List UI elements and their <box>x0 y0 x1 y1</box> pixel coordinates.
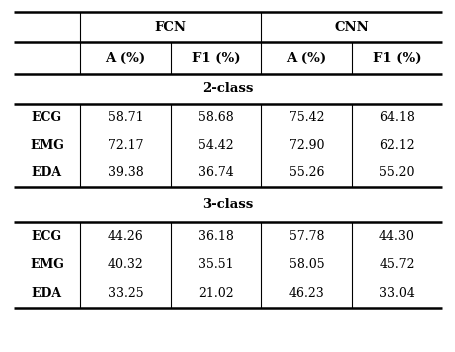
Text: A (%): A (%) <box>105 52 145 64</box>
Text: 55.26: 55.26 <box>288 166 324 179</box>
Text: 2-class: 2-class <box>202 82 253 95</box>
Text: 36.74: 36.74 <box>197 166 233 179</box>
Text: 64.18: 64.18 <box>378 111 414 124</box>
Text: 57.78: 57.78 <box>288 230 324 243</box>
Text: 72.90: 72.90 <box>288 139 324 152</box>
Text: ECG: ECG <box>32 111 62 124</box>
Text: CNN: CNN <box>334 21 369 34</box>
Text: F1 (%): F1 (%) <box>191 52 240 64</box>
Text: 54.42: 54.42 <box>197 139 233 152</box>
Text: A (%): A (%) <box>286 52 326 64</box>
Text: 39.38: 39.38 <box>107 166 143 179</box>
Text: 58.71: 58.71 <box>107 111 143 124</box>
Text: 44.30: 44.30 <box>378 230 414 243</box>
Text: 33.04: 33.04 <box>378 287 414 300</box>
Text: EMG: EMG <box>30 258 64 271</box>
Text: 21.02: 21.02 <box>197 287 233 300</box>
Text: 55.20: 55.20 <box>379 166 414 179</box>
Text: 40.32: 40.32 <box>107 258 143 271</box>
Text: EDA: EDA <box>32 166 62 179</box>
Text: 33.25: 33.25 <box>107 287 143 300</box>
Text: EDA: EDA <box>32 287 62 300</box>
Text: 62.12: 62.12 <box>379 139 414 152</box>
Text: 58.68: 58.68 <box>197 111 233 124</box>
Text: FCN: FCN <box>154 21 186 34</box>
Text: 3-class: 3-class <box>202 198 253 210</box>
Text: 44.26: 44.26 <box>107 230 143 243</box>
Text: 75.42: 75.42 <box>288 111 324 124</box>
Text: 45.72: 45.72 <box>379 258 414 271</box>
Text: 35.51: 35.51 <box>197 258 233 271</box>
Text: F1 (%): F1 (%) <box>372 52 420 64</box>
Text: 46.23: 46.23 <box>288 287 324 300</box>
Text: EMG: EMG <box>30 139 64 152</box>
Text: 72.17: 72.17 <box>107 139 143 152</box>
Text: 58.05: 58.05 <box>288 258 324 271</box>
Text: ECG: ECG <box>32 230 62 243</box>
Text: 36.18: 36.18 <box>197 230 233 243</box>
